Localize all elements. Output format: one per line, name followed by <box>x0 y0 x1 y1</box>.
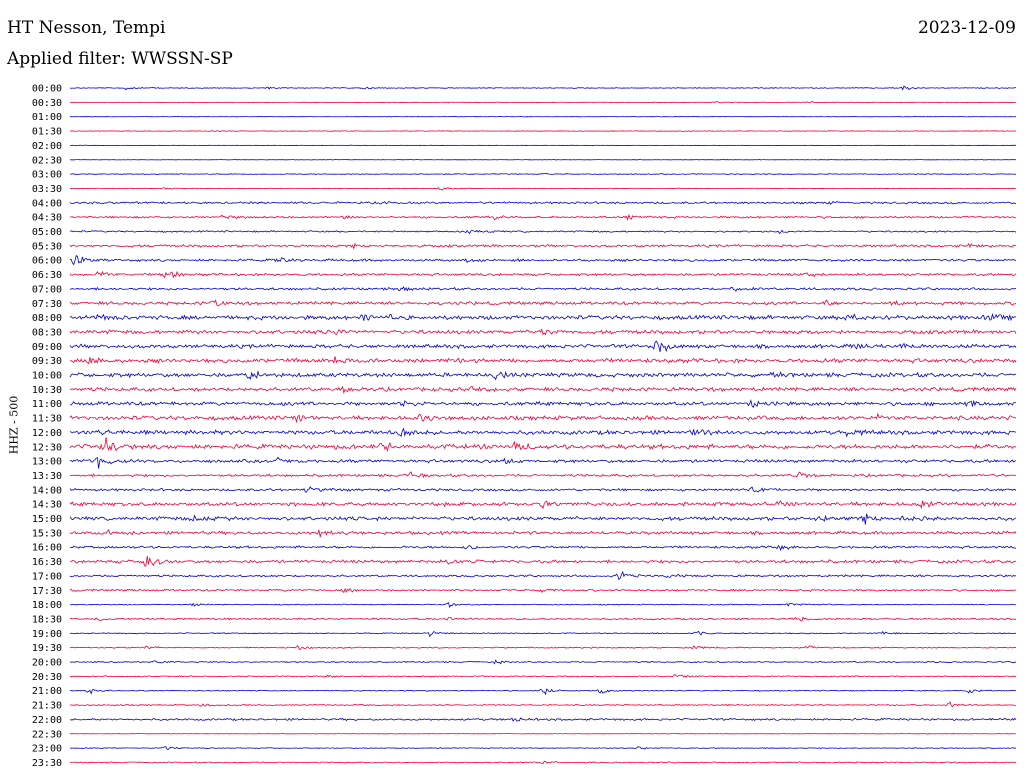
row-label-0700: 07:00 <box>32 284 62 295</box>
trace-0430 <box>69 213 1017 221</box>
row-label-0200: 02:00 <box>32 141 62 152</box>
trace-2300 <box>69 746 1017 750</box>
trace-1930 <box>69 645 1017 650</box>
row-label-2300: 23:00 <box>32 744 62 755</box>
trace-1730 <box>69 587 1017 594</box>
trace-1500 <box>69 513 1017 525</box>
row-label-0500: 05:00 <box>32 227 62 238</box>
trace-1800 <box>69 602 1017 609</box>
row-label-0800: 08:00 <box>32 313 62 324</box>
row-label-0600: 06:00 <box>32 256 62 267</box>
row-label-0530: 05:30 <box>32 241 62 252</box>
trace-1430 <box>69 500 1017 510</box>
row-label-1800: 18:00 <box>32 600 62 611</box>
trace-0630 <box>69 270 1017 279</box>
row-label-0300: 03:00 <box>32 170 62 181</box>
filter-line: Applied filter: WWSSN-SP <box>7 49 233 69</box>
row-label-1100: 11:00 <box>32 399 62 410</box>
trace-1600 <box>69 544 1017 552</box>
trace-0500 <box>69 229 1017 235</box>
trace-0600 <box>69 254 1017 266</box>
trace-1100 <box>69 399 1017 408</box>
row-label-0130: 01:30 <box>32 127 62 138</box>
date-label: 2023-12-09 <box>917 18 1016 38</box>
trace-1900 <box>69 630 1017 638</box>
row-label-0100: 01:00 <box>32 112 62 123</box>
trace-0900 <box>69 340 1017 353</box>
row-label-1330: 13:30 <box>32 471 62 482</box>
row-label-1900: 19:00 <box>32 629 62 640</box>
trace-0330 <box>69 186 1017 191</box>
trace-0930 <box>69 356 1017 365</box>
row-label-0930: 09:30 <box>32 356 62 367</box>
filter-label: Applied filter: <box>7 49 126 69</box>
row-label-1730: 17:30 <box>32 586 62 597</box>
trace-0400 <box>69 200 1017 205</box>
trace-0130 <box>69 130 1017 133</box>
row-label-1300: 13:00 <box>32 457 62 468</box>
row-label-2200: 22:00 <box>32 715 62 726</box>
row-label-2000: 20:00 <box>32 658 62 669</box>
row-label-1530: 15:30 <box>32 528 62 539</box>
trace-1000 <box>69 369 1017 381</box>
trace-0830 <box>69 328 1017 336</box>
trace-1530 <box>69 529 1017 538</box>
trace-1630 <box>69 555 1017 567</box>
row-label-1700: 17:00 <box>32 571 62 582</box>
trace-1230 <box>69 437 1017 453</box>
row-label-1000: 10:00 <box>32 371 62 382</box>
trace-1300 <box>69 456 1017 469</box>
trace-0800 <box>69 312 1017 322</box>
row-label-1130: 11:30 <box>32 414 62 425</box>
row-label-1500: 15:00 <box>32 514 62 525</box>
row-label-1430: 14:30 <box>32 500 62 511</box>
row-label-1230: 12:30 <box>32 442 62 453</box>
row-label-2100: 21:00 <box>32 686 62 697</box>
trace-0700 <box>69 286 1017 292</box>
row-label-0830: 08:30 <box>32 327 62 338</box>
row-label-0000: 00:00 <box>32 84 62 95</box>
trace-0000 <box>69 85 1017 91</box>
row-label-2130: 21:30 <box>32 701 62 712</box>
trace-0300 <box>69 173 1017 175</box>
row-label-0730: 07:30 <box>32 299 62 310</box>
row-label-1930: 19:30 <box>32 643 62 654</box>
trace-2330 <box>69 760 1017 764</box>
row-label-0400: 04:00 <box>32 198 62 209</box>
row-label-2230: 22:30 <box>32 729 62 740</box>
trace-2100 <box>69 688 1017 696</box>
filter-value: WWSSN-SP <box>131 49 233 69</box>
trace-1400 <box>69 486 1017 493</box>
trace-1830 <box>69 616 1017 622</box>
row-label-1630: 16:30 <box>32 557 62 568</box>
row-label-0030: 00:30 <box>32 98 62 109</box>
row-label-0430: 04:30 <box>32 213 62 224</box>
row-label-1600: 16:00 <box>32 543 62 554</box>
row-label-1200: 12:00 <box>32 428 62 439</box>
row-label-0330: 03:30 <box>32 184 62 195</box>
trace-2130 <box>69 701 1017 708</box>
trace-1330 <box>69 471 1017 479</box>
trace-0030 <box>69 101 1017 104</box>
trace-2000 <box>69 659 1017 665</box>
row-label-0630: 06:30 <box>32 270 62 281</box>
row-label-0230: 02:30 <box>32 155 62 166</box>
row-label-1830: 18:30 <box>32 614 62 625</box>
row-label-1400: 14:00 <box>32 485 62 496</box>
trace-1200 <box>69 427 1017 438</box>
trace-2200 <box>69 717 1017 722</box>
station-title: HT Nesson, Tempi <box>7 18 166 38</box>
row-label-2030: 20:30 <box>32 672 62 683</box>
trace-0730 <box>69 299 1017 307</box>
row-label-1030: 10:30 <box>32 385 62 396</box>
trace-1130 <box>69 412 1017 424</box>
trace-0530 <box>69 242 1017 250</box>
trace-1030 <box>69 385 1017 395</box>
trace-2030 <box>69 673 1017 679</box>
row-label-2330: 23:30 <box>32 758 62 769</box>
row-label-0900: 09:00 <box>32 342 62 353</box>
trace-1700 <box>69 570 1017 581</box>
